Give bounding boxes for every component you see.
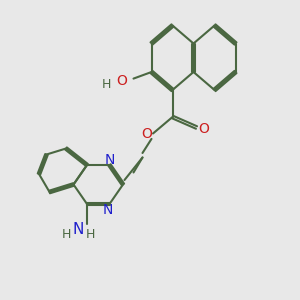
Text: O: O — [141, 127, 152, 140]
Text: H: H — [102, 77, 111, 91]
Text: N: N — [103, 203, 113, 217]
Text: H: H — [86, 228, 95, 242]
Text: H: H — [62, 228, 71, 242]
Text: O: O — [116, 74, 127, 88]
Text: O: O — [199, 122, 209, 136]
Text: N: N — [73, 222, 84, 237]
Text: N: N — [104, 153, 115, 166]
